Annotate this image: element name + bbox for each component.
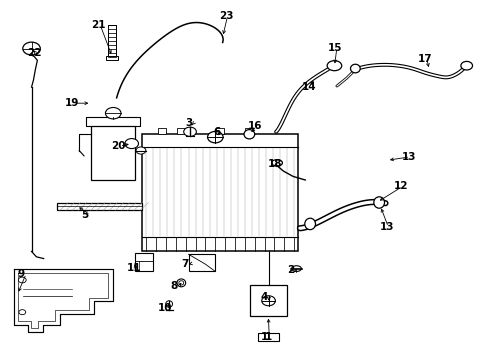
Ellipse shape [304,218,315,230]
Ellipse shape [326,61,341,71]
Text: 22: 22 [27,48,41,58]
Bar [108,24,116,57]
Text: 1: 1 [260,332,267,342]
Text: 6: 6 [212,127,220,137]
Ellipse shape [244,130,254,139]
Ellipse shape [271,159,282,166]
Text: 18: 18 [267,159,282,169]
Bar [177,128,185,134]
Text: 14: 14 [301,82,316,92]
Circle shape [23,42,40,55]
Circle shape [105,108,121,119]
Circle shape [183,127,196,136]
Text: 8: 8 [170,281,178,291]
Ellipse shape [179,281,183,285]
Text: 17: 17 [417,54,432,64]
Bar [57,203,142,210]
Circle shape [19,277,26,283]
Bar [134,253,153,271]
Text: 3: 3 [185,118,192,128]
Text: 13: 13 [379,222,393,232]
Text: 9: 9 [18,269,24,279]
Ellipse shape [177,279,185,287]
Bar [91,126,135,180]
Circle shape [261,296,275,306]
Bar [188,254,215,271]
Text: 10: 10 [158,302,172,312]
Bar [158,128,165,134]
Text: 13: 13 [401,152,415,162]
Bar [216,128,224,134]
Bar [258,333,278,342]
Bar [245,128,253,134]
Text: 21: 21 [91,19,105,30]
Circle shape [136,147,145,154]
Text: 23: 23 [218,12,233,21]
Text: 7: 7 [181,259,188,269]
Text: 15: 15 [327,43,342,53]
Bar [250,285,286,316]
Text: 12: 12 [393,181,407,192]
Ellipse shape [373,197,384,208]
Circle shape [19,310,26,315]
Text: 16: 16 [247,121,262,131]
Text: 1: 1 [264,332,271,342]
Text: 2: 2 [287,265,294,275]
Text: 4: 4 [260,292,267,302]
Bar [106,56,118,60]
Ellipse shape [165,301,172,307]
Circle shape [207,131,223,143]
Ellipse shape [350,64,360,73]
Text: 11: 11 [126,263,141,273]
Text: 5: 5 [81,210,89,220]
Text: 20: 20 [111,141,125,151]
Circle shape [124,139,138,149]
Bar [142,134,297,251]
Circle shape [460,62,471,70]
Text: 19: 19 [64,98,79,108]
Ellipse shape [291,266,301,271]
